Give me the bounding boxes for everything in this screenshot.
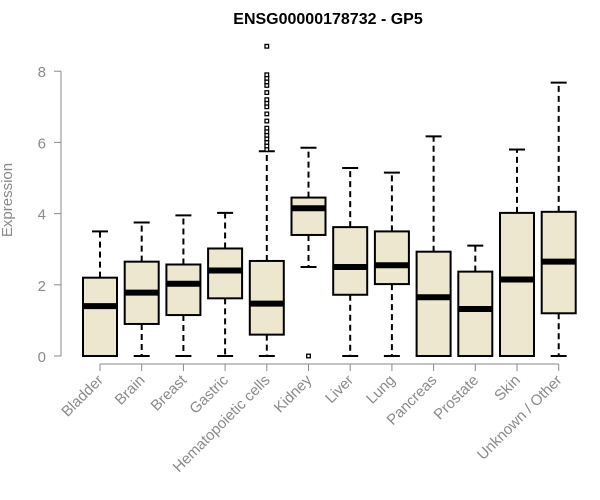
y-tick-label: 0 [38, 349, 46, 366]
outlier-point [264, 43, 270, 49]
iqr-box [165, 263, 202, 317]
box-bladder [82, 230, 118, 357]
x-tick-label: Liver [322, 372, 357, 407]
x-tick-label: Prostate [431, 372, 483, 424]
iqr-box [373, 230, 410, 286]
x-tick-label: Lung [363, 372, 399, 408]
y-tick-label: 8 [38, 64, 46, 81]
box-breast [165, 214, 202, 357]
outlier-point [306, 353, 311, 359]
y-tick-label: 2 [38, 278, 46, 295]
iqr-box [499, 211, 535, 357]
box-prostate [457, 244, 494, 357]
y-axis-label: Expression [0, 163, 16, 237]
box-gastric [207, 211, 244, 357]
outlier-point [264, 125, 270, 131]
box-brain [123, 221, 160, 357]
iqr-box [457, 270, 494, 357]
box-skin [499, 148, 535, 357]
iqr-box [82, 276, 118, 357]
x-tick-label: Kidney [271, 371, 316, 416]
outlier-point [264, 97, 270, 103]
box-unknown-other [540, 81, 577, 357]
box-liver [332, 167, 369, 357]
iqr-box [248, 259, 285, 336]
iqr-box [332, 226, 369, 296]
box-lung [373, 171, 410, 357]
boxes-group [82, 43, 577, 359]
outlier-point [264, 118, 270, 124]
x-tick-label: Skin [491, 372, 524, 405]
x-tick-label: Breast [148, 371, 191, 414]
chart-title: ENSG00000178732 - GP5 [233, 11, 423, 28]
box-hematopoietic-cells [248, 43, 285, 357]
outlier-point [264, 90, 270, 96]
iqr-box [290, 196, 327, 236]
iqr-box [415, 250, 452, 357]
x-tick-label: Bladder [58, 372, 107, 421]
outlier-point [264, 111, 270, 117]
y-tick-label: 6 [38, 135, 46, 152]
y-axis: 0 2 4 6 8 [38, 64, 62, 366]
outlier-point [264, 72, 270, 78]
box-pancreas [415, 135, 452, 357]
y-tick-label: 4 [38, 207, 46, 224]
x-tick-label: Brain [112, 372, 149, 409]
box-kidney [290, 146, 327, 359]
